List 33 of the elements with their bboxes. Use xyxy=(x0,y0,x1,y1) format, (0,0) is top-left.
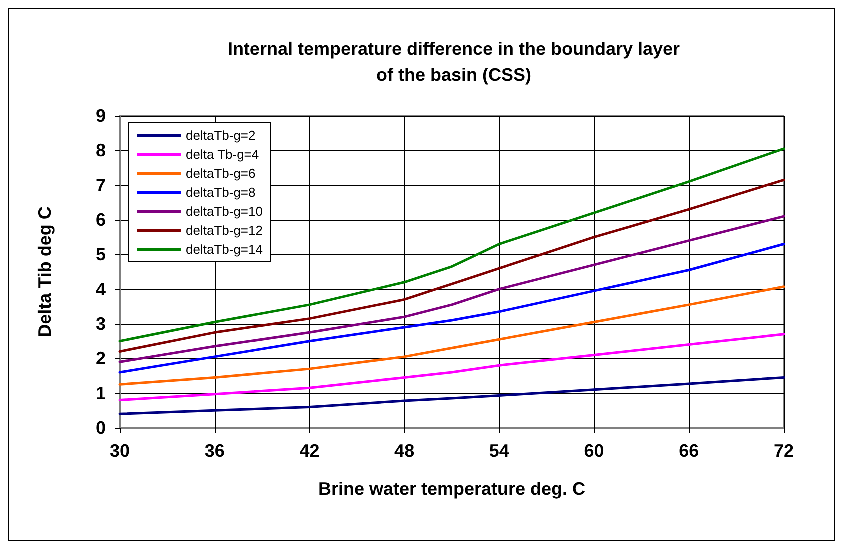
y-tick-label: 5 xyxy=(96,244,106,265)
legend-label: deltaTb-g=2 xyxy=(186,128,256,143)
y-tick-label: 2 xyxy=(96,348,106,369)
x-tick-label: 42 xyxy=(300,441,320,461)
x-tick-label: 54 xyxy=(489,441,510,461)
x-tick-label: 30 xyxy=(110,441,130,461)
y-tick-label: 3 xyxy=(96,314,106,334)
line-series xyxy=(118,286,786,386)
x-tick-label: 72 xyxy=(774,441,794,461)
legend-label: deltaTb-g=10 xyxy=(186,204,263,219)
legend-label: deltaTb-g=8 xyxy=(186,185,256,200)
x-tick-label: 60 xyxy=(584,441,604,461)
line-series xyxy=(118,376,786,416)
y-tick-label: 6 xyxy=(96,210,106,230)
x-tick-label: 36 xyxy=(204,441,225,461)
y-tick-label: 7 xyxy=(96,175,106,196)
x-axis-title: Brine water temperature deg. C xyxy=(318,479,586,499)
y-tick-label: 1 xyxy=(96,383,106,404)
x-tick-label: 48 xyxy=(394,441,415,461)
x-tick-label: 66 xyxy=(679,441,700,461)
line-series xyxy=(118,243,786,374)
y-tick-label: 0 xyxy=(96,418,106,438)
legend-label: deltaTb-g=14 xyxy=(186,242,263,257)
y-tick-label: 9 xyxy=(96,106,106,126)
chart-title: Internal temperature difference in the boundary layer of the basin (CSS) xyxy=(228,39,680,85)
line-series xyxy=(118,333,786,402)
y-tick-label: 8 xyxy=(96,140,106,161)
legend-label: deltaTb-g=12 xyxy=(186,223,263,238)
legend-label: deltaTb-g=6 xyxy=(186,166,256,181)
y-tick-label: 4 xyxy=(96,279,106,300)
y-axis-title: Delta Tib deg C xyxy=(35,206,55,338)
legend-label: delta Tb-g=4 xyxy=(186,147,260,162)
line-series xyxy=(118,148,786,343)
